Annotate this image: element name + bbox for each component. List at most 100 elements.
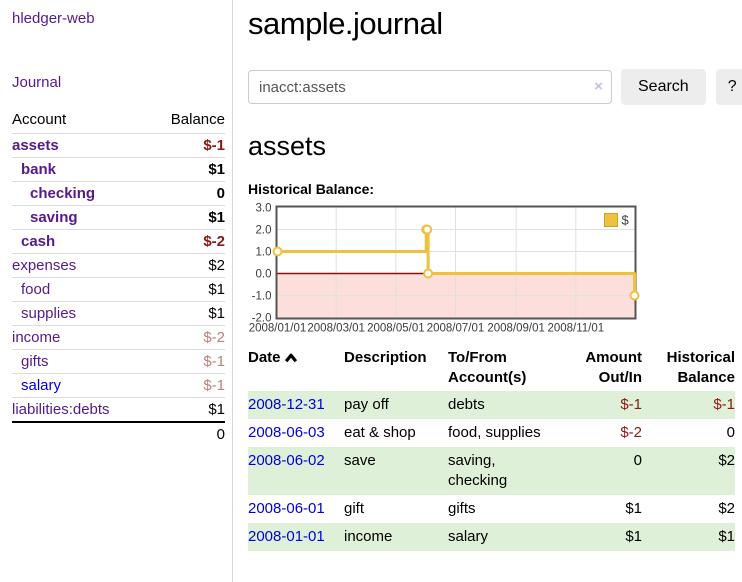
- svg-text:2008/11/01: 2008/11/01: [547, 323, 604, 335]
- app-title: hledger-web: [12, 10, 224, 27]
- svg-text:2008/07/01: 2008/07/01: [427, 323, 485, 335]
- search-box: ×: [248, 70, 612, 104]
- transaction-amount: $-1: [620, 396, 642, 413]
- account-balance: $-1: [148, 373, 225, 398]
- svg-text:2008/05/01: 2008/05/01: [367, 323, 425, 335]
- svg-text:$: $: [622, 213, 630, 228]
- transaction-date-link[interactable]: 2008-01-01: [248, 528, 325, 545]
- transaction-description: gift: [344, 500, 365, 517]
- sort-ascending-icon: [284, 353, 297, 363]
- register-row: 2008-06-02 save saving, checking 0 $2: [248, 447, 735, 495]
- accounts-total-row: 0: [12, 421, 225, 446]
- page-title: sample.journal: [248, 6, 443, 41]
- transaction-description: save: [344, 452, 376, 469]
- transaction-description: pay off: [344, 396, 389, 413]
- svg-text:0.0: 0.0: [256, 269, 272, 281]
- transaction-description: eat & shop: [344, 424, 416, 441]
- register-row: 2008-01-01 income salary $1 $1: [248, 523, 735, 551]
- transaction-date-link[interactable]: 2008-12-31: [248, 396, 325, 413]
- transaction-date-link[interactable]: 2008-06-03: [248, 424, 325, 441]
- transaction-balance: $1: [718, 528, 735, 545]
- account-link[interactable]: checking: [30, 185, 96, 202]
- account-row: cash $-2: [12, 229, 225, 254]
- search-input[interactable]: [248, 70, 612, 104]
- account-link[interactable]: bank: [21, 161, 57, 178]
- sidebar: hledger-web Journal Account Balance asse…: [0, 0, 233, 582]
- transaction-balance: 0: [726, 424, 735, 441]
- transaction-accounts: food, supplies: [448, 424, 541, 441]
- svg-text:3.0: 3.0: [256, 203, 272, 215]
- account-row: expenses $2: [12, 253, 225, 278]
- transaction-accounts: saving, checking: [448, 452, 508, 489]
- account-link[interactable]: income: [12, 329, 61, 346]
- transaction-description: income: [344, 528, 393, 545]
- account-link[interactable]: liabilities:debts: [12, 401, 110, 418]
- register-header-description: Description: [344, 349, 427, 366]
- transaction-amount: 0: [633, 452, 642, 469]
- account-row: saving $1: [12, 205, 225, 230]
- main-content: sample.journal × Search ? assets Histori…: [233, 0, 742, 582]
- register-row: 2008-12-31 pay off debts $-1 $-1: [248, 391, 735, 419]
- transaction-amount: $-2: [620, 424, 642, 441]
- transaction-date-link[interactable]: 2008-06-01: [248, 500, 325, 517]
- account-balance: $1: [148, 157, 225, 182]
- register-row: 2008-06-03 eat & shop food, supplies $-2 0: [248, 419, 735, 447]
- account-row: assets $-1: [12, 133, 225, 158]
- account-link[interactable]: food: [21, 281, 51, 298]
- register-header-amount: Amount Out/In: [585, 349, 642, 386]
- svg-text:1.0: 1.0: [256, 247, 272, 259]
- account-row: gifts $-1: [12, 349, 225, 374]
- account-link[interactable]: salary: [21, 377, 62, 394]
- account-link[interactable]: cash: [21, 233, 56, 250]
- account-row: bank $1: [12, 157, 225, 182]
- register-header-balance: Historical Balance: [666, 349, 735, 386]
- svg-text:2.0: 2.0: [256, 225, 272, 237]
- register-header-accounts: To/From Account(s): [448, 349, 527, 386]
- register-header-row: Date Description To/From Account(s) Amou…: [248, 345, 735, 391]
- account-link[interactable]: supplies: [21, 305, 77, 322]
- accounts-header-row: Account Balance: [12, 108, 225, 134]
- register-header-date-label: Date: [248, 349, 281, 366]
- svg-text:2008/03/01: 2008/03/01: [307, 323, 365, 335]
- sidebar-item-journal[interactable]: Journal: [12, 74, 224, 91]
- clear-search-icon[interactable]: ×: [594, 78, 603, 95]
- account-link[interactable]: gifts: [21, 353, 49, 370]
- account-balance: $-2: [148, 229, 225, 254]
- account-balance: $-1: [148, 349, 225, 374]
- account-balance: $1: [148, 205, 225, 230]
- account-link[interactable]: assets: [12, 137, 59, 154]
- register-header-date[interactable]: Date: [248, 345, 344, 391]
- account-balance: $-2: [148, 325, 225, 350]
- account-row: salary $-1: [12, 373, 225, 398]
- register-table: Date Description To/From Account(s) Amou…: [248, 345, 735, 551]
- account-row: food $1: [12, 277, 225, 302]
- transaction-accounts: gifts: [448, 500, 476, 517]
- account-row: income $-2: [12, 325, 225, 350]
- account-balance: $2: [148, 253, 225, 278]
- account-balance: 0: [148, 181, 225, 206]
- svg-text:2008/09/01: 2008/09/01: [487, 323, 545, 335]
- transaction-amount: $1: [625, 528, 642, 545]
- transaction-date-link[interactable]: 2008-06-02: [248, 452, 325, 469]
- register-row: 2008-06-01 gift gifts $1 $2: [248, 495, 735, 523]
- journal-nav-link[interactable]: Journal: [12, 74, 62, 91]
- account-balance: $1: [148, 277, 225, 302]
- search-form: × Search ?: [248, 69, 742, 105]
- search-button[interactable]: Search: [621, 69, 706, 105]
- help-button[interactable]: ?: [715, 69, 742, 105]
- svg-text:-2.0: -2.0: [252, 313, 272, 325]
- account-row: checking 0: [12, 181, 225, 206]
- account-row: liabilities:debts $1: [12, 397, 225, 422]
- transaction-accounts: debts: [448, 396, 485, 413]
- account-row: supplies $1: [12, 301, 225, 326]
- account-link[interactable]: expenses: [12, 257, 77, 274]
- balance-column-header: Balance: [170, 111, 225, 128]
- transaction-accounts: salary: [448, 528, 489, 545]
- svg-text:2008/01/01: 2008/01/01: [249, 323, 307, 335]
- transaction-balance: $2: [718, 500, 735, 517]
- account-link[interactable]: saving: [30, 209, 78, 226]
- account-balance: $-1: [148, 133, 225, 158]
- chart-title: Historical Balance:: [248, 181, 375, 197]
- app-title-link[interactable]: hledger-web: [12, 10, 95, 27]
